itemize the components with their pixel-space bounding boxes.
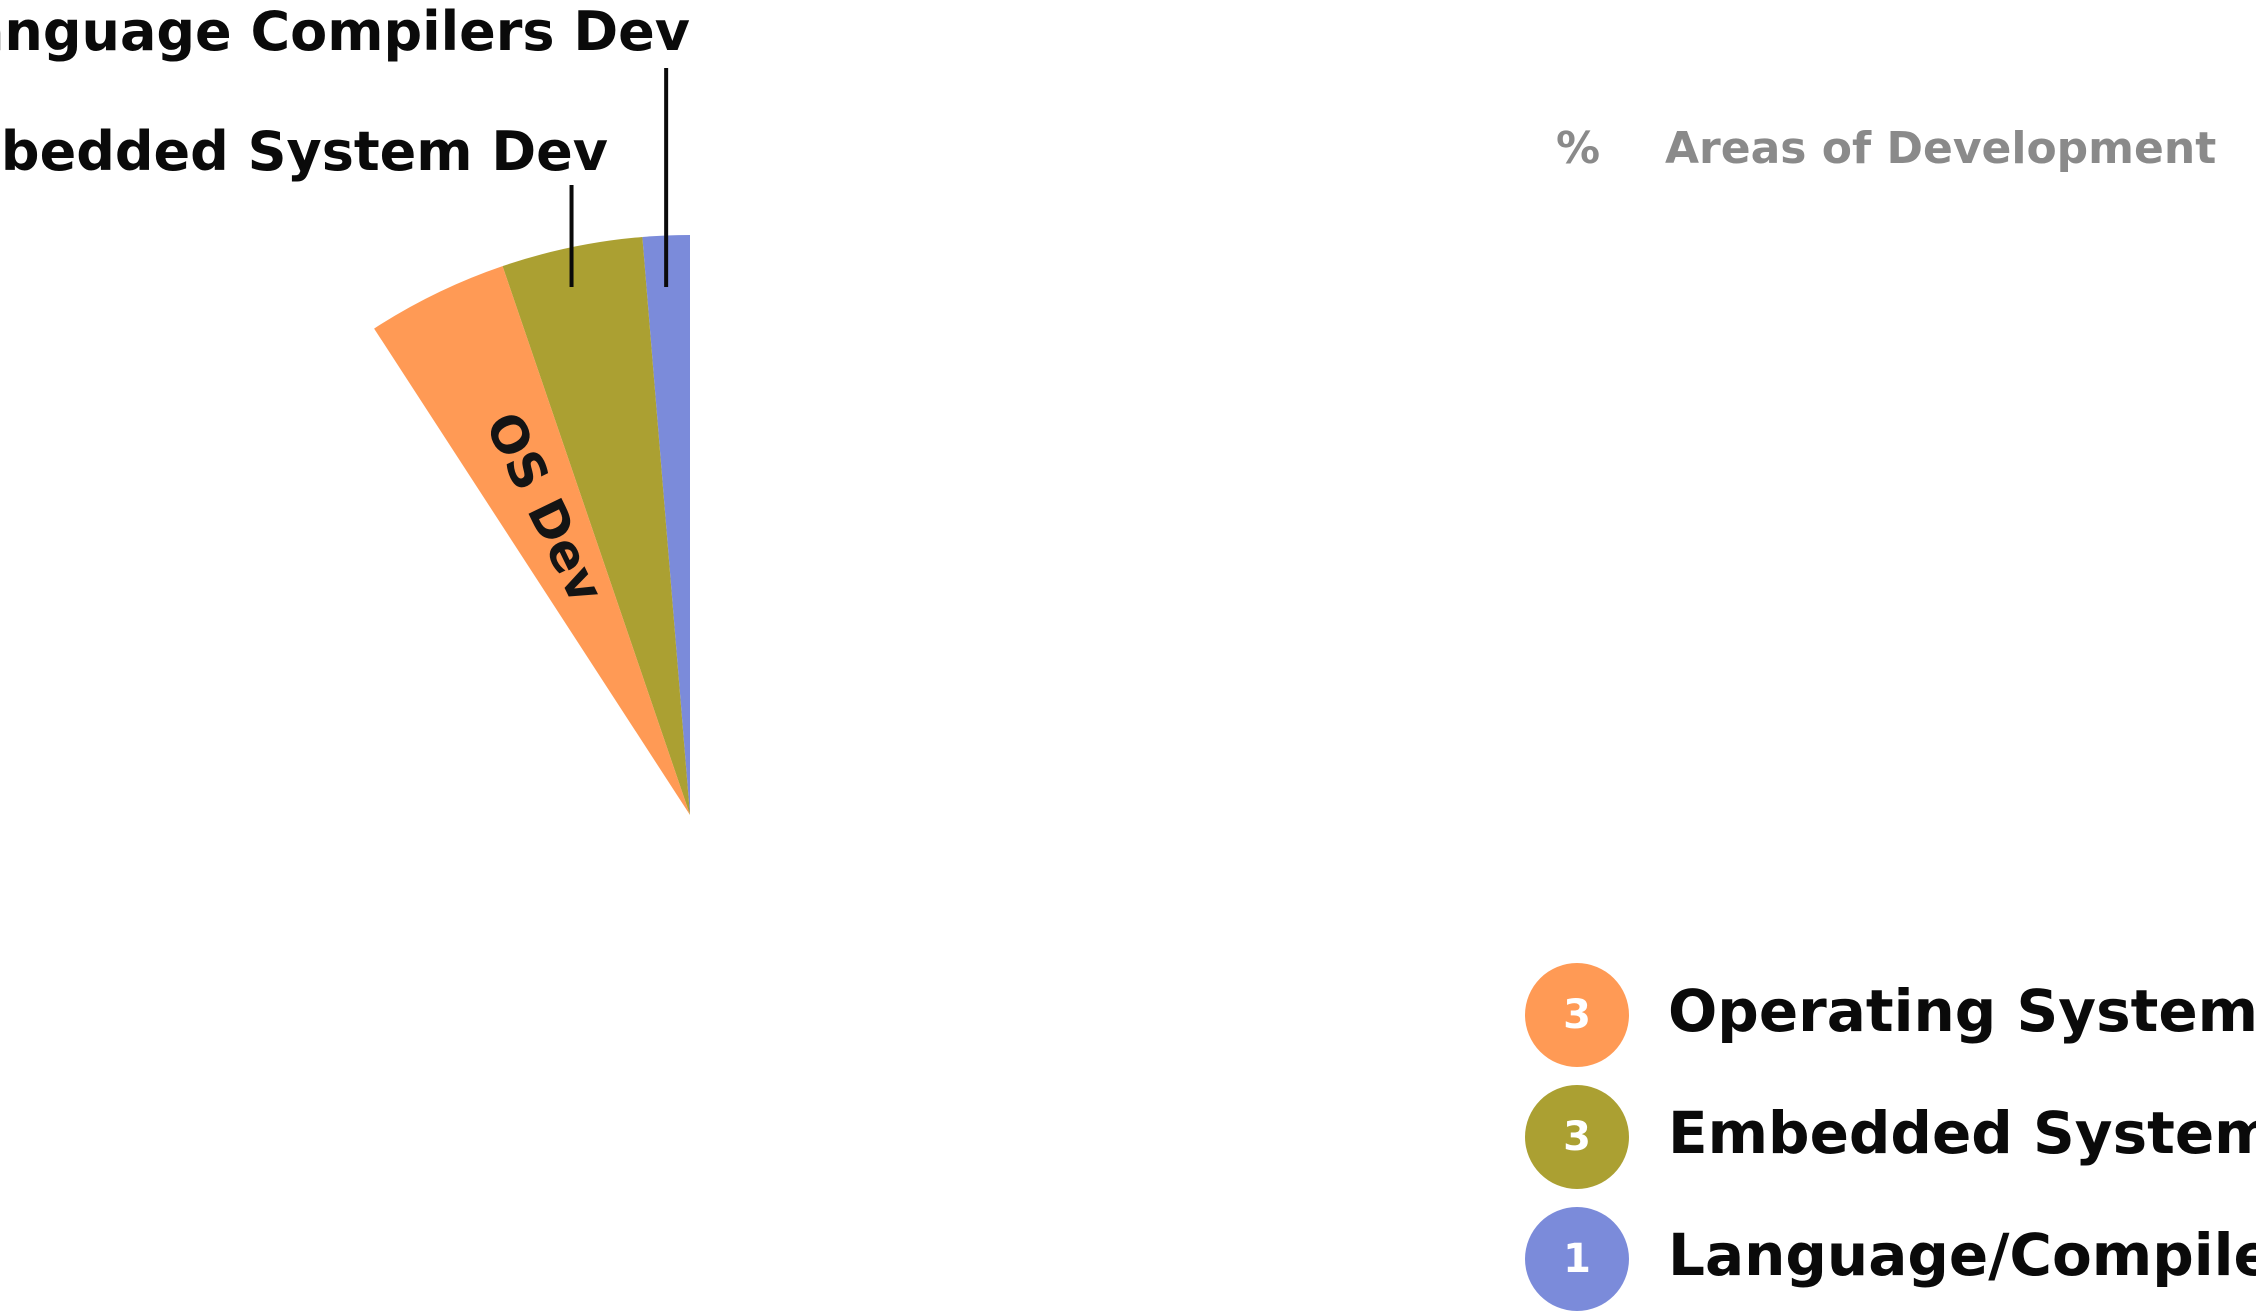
legend-label: Operating System — [1668, 977, 2256, 1045]
legend-count: 1 — [1563, 1236, 1591, 1282]
pie-slice-os-dev — [374, 266, 690, 815]
callout-label-embedded-system-dev: Embedded System Dev — [0, 120, 608, 183]
callout-label-language-compilers-dev: Language Compilers Dev — [0, 0, 690, 63]
legend-item-embedded-systems: 3 Embedded Systems — [1525, 1085, 2256, 1189]
legend-item-operating-system: 3 Operating System — [1525, 963, 2256, 1067]
legend-label: Language/Compilers — [1668, 1221, 2256, 1289]
legend-label: Embedded Systems — [1668, 1099, 2256, 1167]
legend-item-language-compilers: 1 Language/Compilers — [1525, 1207, 2256, 1311]
legend-count: 3 — [1563, 992, 1591, 1038]
header-areas-column: Areas of Development — [1665, 123, 2216, 174]
legend-swatch — [1525, 963, 1629, 1067]
pie-slices — [374, 235, 690, 816]
legend-count: 3 — [1563, 1114, 1591, 1160]
pie-slice-embedded-system-dev — [502, 236, 690, 816]
legend: 3 Operating System 3 Embedded Systems 1 Langu… — [1525, 963, 2256, 1311]
legend-swatch — [1525, 1207, 1629, 1311]
header-percent-column: % — [1556, 123, 1600, 174]
legend-swatch — [1525, 1085, 1629, 1189]
pie-slice-language-compilers-dev — [642, 235, 690, 815]
